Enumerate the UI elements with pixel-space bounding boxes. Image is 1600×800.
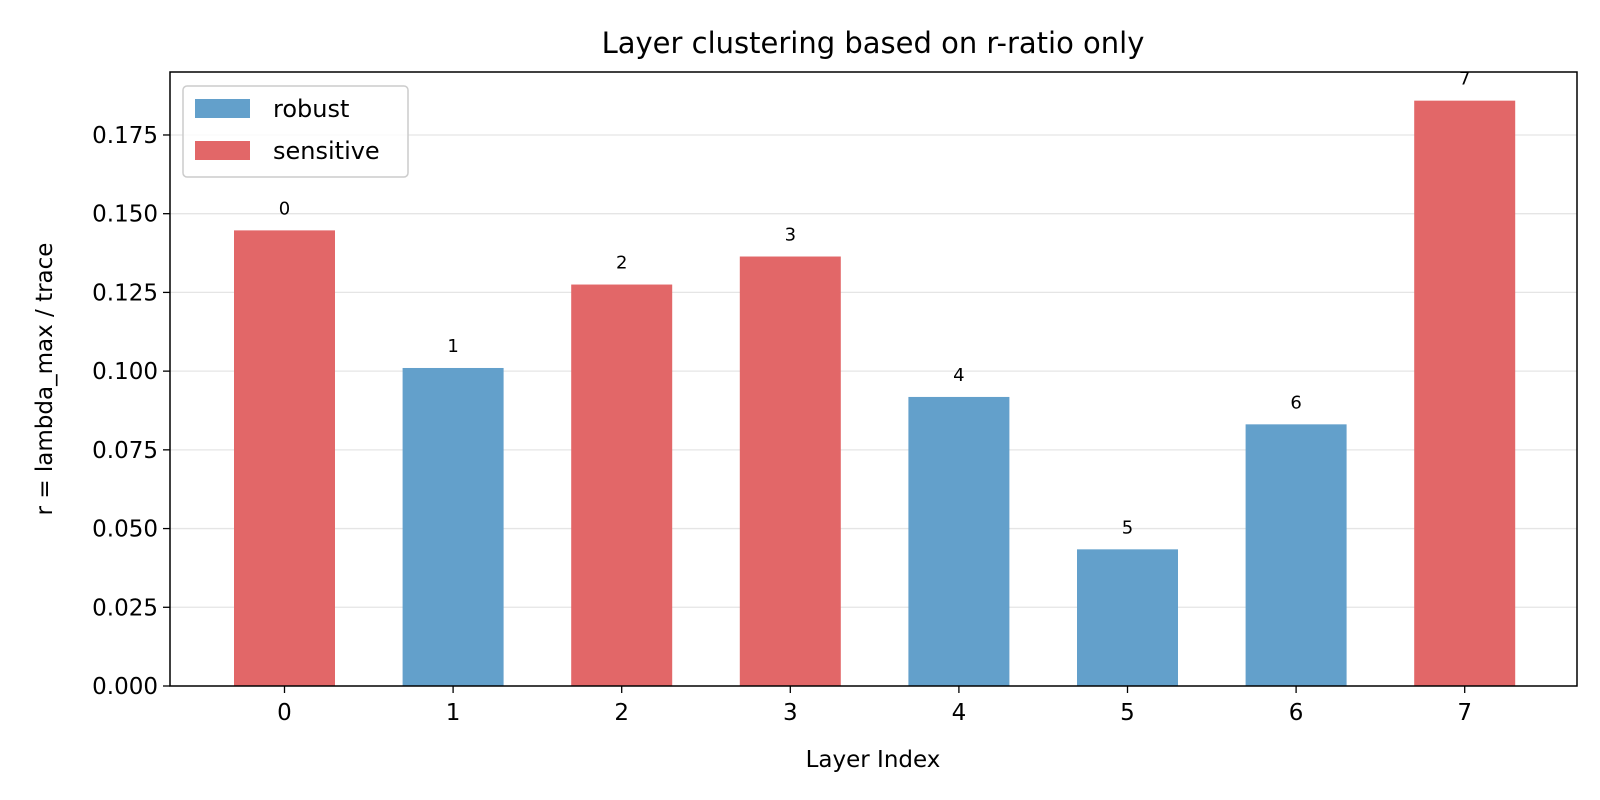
- bar-layer-4: [908, 396, 1010, 686]
- bar-layer-5: [1077, 549, 1178, 686]
- legend: robust sensitive: [182, 85, 409, 178]
- x-tick-label: 7: [1457, 700, 1472, 726]
- bar-data-label: 3: [785, 225, 796, 246]
- bar-data-label: 2: [616, 253, 627, 274]
- bar-data-label: 5: [1122, 517, 1133, 538]
- bar-layer-6: [1245, 424, 1347, 686]
- x-tick-label: 3: [783, 700, 798, 726]
- y-tick-label: 0.050: [92, 517, 158, 543]
- x-tick-label: 4: [952, 700, 967, 726]
- y-tick-label: 0.000: [92, 674, 158, 700]
- plot-frame: [169, 71, 1578, 687]
- x-axis-ticks: 0 1 2 3 4 5 6 7: [277, 686, 1472, 726]
- bar-layer-2: [571, 284, 673, 686]
- bar-data-label: 4: [953, 365, 964, 386]
- x-tick-label: 6: [1289, 700, 1304, 726]
- bar-data-label: 1: [447, 336, 458, 357]
- x-tick-label: 2: [614, 700, 629, 726]
- x-tick-label: 1: [446, 700, 461, 726]
- bar-layer-3: [739, 256, 841, 686]
- x-tick-label: 0: [277, 700, 292, 726]
- legend-swatch-robust: [195, 99, 250, 118]
- x-axis-label: Layer Index: [806, 747, 941, 773]
- data-labels: 0 1 2 3 4 5 6 7: [279, 69, 1471, 539]
- bar-data-label: 7: [1459, 69, 1470, 90]
- legend-label-robust: robust: [273, 95, 349, 123]
- y-axis-label: r = lambda_max / trace: [32, 243, 58, 516]
- bar-layer-7: [1414, 100, 1516, 687]
- bar-data-label: 6: [1290, 392, 1301, 413]
- bar-layer-0: [234, 230, 335, 687]
- y-tick-label: 0.150: [92, 202, 158, 228]
- y-tick-label: 0.100: [92, 359, 158, 385]
- bar-layer-1: [402, 367, 504, 686]
- y-tick-label: 0.125: [92, 280, 158, 306]
- x-tick-label: 5: [1120, 700, 1135, 726]
- y-tick-label: 0.175: [92, 123, 158, 149]
- y-tick-label: 0.025: [92, 595, 158, 621]
- bar-data-label: 0: [279, 198, 290, 219]
- legend-swatch-sensitive: [195, 141, 250, 160]
- y-tick-label: 0.075: [92, 438, 158, 464]
- legend-label-sensitive: sensitive: [273, 137, 380, 165]
- bars: [234, 100, 1516, 687]
- chart-title: Layer clustering based on r-ratio only: [602, 26, 1145, 60]
- y-axis-ticks: 0.000 0.025 0.050 0.075 0.100 0.125 0.150 0.175: [92, 123, 170, 700]
